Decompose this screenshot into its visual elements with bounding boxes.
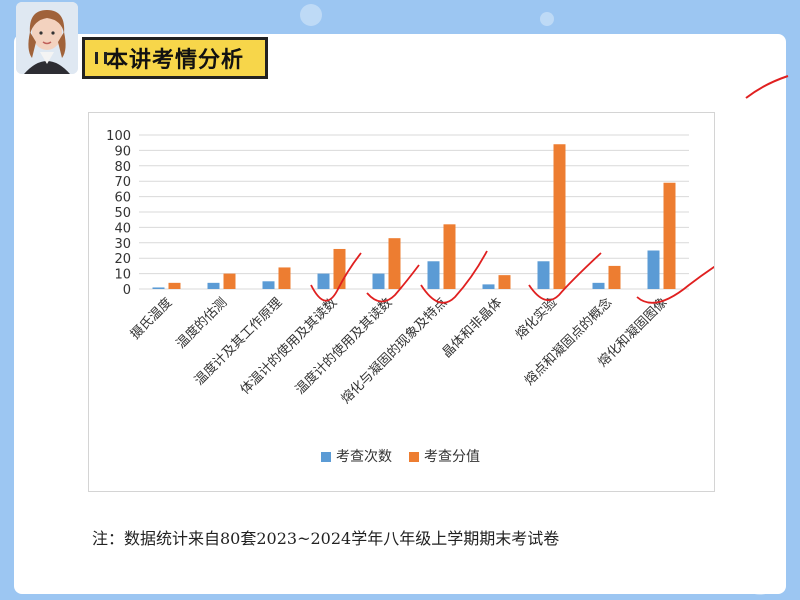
bar-kaocha-cishu: [152, 287, 165, 289]
chart-frame: 0 10 20 30 40 50 60 70 80 90 100 摄氏温度 温度的估测 温度计及其工作原理…: [88, 112, 750, 492]
bar-kaocha-cishu: [482, 284, 495, 289]
y-tick-label: 80: [114, 160, 131, 175]
bar-kaocha-cishu: [372, 273, 385, 289]
bar-kaocha-cishu: [647, 250, 660, 289]
x-category-label: 体温计的使用及其读数: [237, 295, 340, 398]
bar-kaocha-fenzhi: [553, 144, 566, 289]
bar-kaocha-cishu: [592, 282, 605, 289]
annotation-check-mark: [310, 252, 362, 302]
x-category-label: 温度计的使用及其读数: [292, 295, 395, 398]
y-tick-label: 90: [114, 144, 131, 159]
bar-kaocha-cishu: [207, 282, 220, 289]
y-tick-label: 0: [123, 283, 131, 298]
y-tick-label: 70: [114, 175, 131, 190]
y-tick-label: 40: [114, 221, 131, 236]
bar-kaocha-cishu: [427, 261, 440, 289]
bar-kaocha-cishu: [317, 273, 330, 289]
bar-chart: 0102030405060708090100摄氏温度温度的估测温度计及其工作原理…: [106, 129, 750, 465]
x-category-label: 摄氏温度: [127, 295, 175, 343]
bar-kaocha-fenzhi: [498, 275, 511, 289]
annotation-check-mark: [528, 252, 602, 302]
bar-kaocha-fenzhi: [223, 273, 236, 289]
legend-label-fenzhi: 考查分值: [424, 449, 480, 465]
y-tick-label: 20: [114, 252, 131, 267]
bar-kaocha-fenzhi: [278, 267, 291, 289]
bar-kaocha-fenzhi: [663, 182, 676, 289]
y-tick-label: 50: [114, 206, 131, 221]
presenter-avatar-icon: [16, 2, 78, 74]
bar-kaocha-fenzhi: [443, 224, 456, 289]
y-tick-label: 60: [114, 191, 131, 206]
x-category-label: 熔化与凝固的现象及特点: [338, 295, 450, 407]
bar-kaocha-fenzhi: [333, 248, 346, 289]
y-tick-label: 10: [114, 268, 131, 283]
legend-swatch-cishu: [321, 452, 331, 462]
bar-kaocha-fenzhi: [608, 265, 621, 289]
page-title: 本讲考情分析: [82, 37, 268, 79]
annotation-check-mark: [420, 250, 488, 304]
bar-kaocha-fenzhi: [168, 282, 181, 289]
bar-kaocha-fenzhi: [388, 238, 401, 289]
background-dot: [300, 4, 322, 26]
background-dot: [540, 12, 554, 26]
avatar: [16, 2, 78, 74]
legend-swatch-fenzhi: [409, 452, 419, 462]
side-annotation-mark: [745, 75, 789, 99]
x-category-label: 温度的估测: [173, 295, 230, 352]
footnote: 注：数据统计来自80套2023~2024学年八年级上学期期末考试卷: [92, 529, 560, 548]
bar-kaocha-cishu: [262, 281, 275, 289]
legend-label-cishu: 考查次数: [336, 449, 392, 465]
y-tick-label: 100: [106, 129, 131, 144]
annotation-check-mark: [366, 264, 420, 303]
x-category-label: 熔化实验: [512, 295, 560, 343]
bar-kaocha-cishu: [537, 261, 550, 289]
y-tick-label: 30: [114, 237, 131, 252]
